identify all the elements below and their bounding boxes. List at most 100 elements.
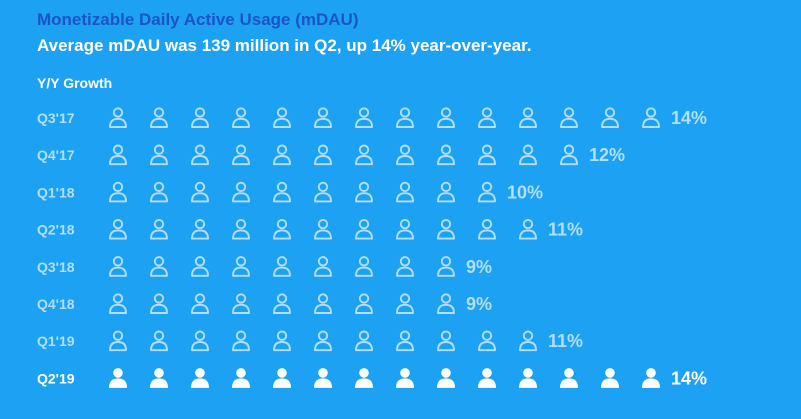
person-icon [273, 330, 291, 352]
person-icon [355, 144, 373, 166]
person-icon [355, 256, 373, 277]
person-icon [478, 181, 496, 203]
person-icon [396, 368, 414, 388]
person-icon [109, 256, 127, 277]
growth-value-label: 11% [548, 331, 583, 351]
person-icon [437, 144, 455, 166]
person-icon [273, 256, 291, 277]
person-icon [437, 293, 455, 314]
person-icon [314, 144, 332, 166]
chart-row: Q1'19 11% [37, 330, 583, 352]
growth-value-label: 11% [548, 220, 583, 240]
person-icon [560, 107, 578, 128]
person-icon [396, 256, 414, 277]
growth-value-label: 9% [466, 257, 492, 277]
person-icon [396, 218, 414, 240]
person-icon [109, 181, 127, 203]
person-icon [478, 144, 496, 166]
person-icon [396, 330, 414, 352]
category-label: Q4'18 [37, 296, 75, 312]
person-icon [478, 330, 496, 352]
person-icon [150, 256, 168, 277]
person-icon [109, 330, 127, 352]
person-icon [478, 368, 496, 388]
person-icon [355, 218, 373, 240]
person-icon [601, 368, 619, 388]
chart-row: Q2'18 11% [37, 218, 583, 240]
person-icon [314, 368, 332, 388]
person-icon [601, 107, 619, 128]
person-icon [314, 218, 332, 240]
person-icon [519, 144, 537, 166]
person-icon [191, 144, 209, 166]
person-icon [560, 144, 578, 166]
person-icon [191, 218, 209, 240]
person-icon [273, 107, 291, 128]
person-icon [191, 256, 209, 277]
person-icon [355, 107, 373, 128]
person-icon [560, 368, 578, 388]
person-icon [232, 144, 250, 166]
person-icon [314, 256, 332, 277]
person-icon [314, 293, 332, 314]
person-icon [478, 218, 496, 240]
person-icon [109, 144, 127, 166]
person-icon [191, 330, 209, 352]
growth-value-label: 14% [671, 108, 707, 128]
person-icon [396, 107, 414, 128]
person-icon [314, 181, 332, 203]
chart-row: Q4'18 9% [37, 293, 492, 314]
person-icon [232, 256, 250, 277]
person-icon [396, 181, 414, 203]
person-icon [437, 181, 455, 203]
person-icon [519, 368, 537, 388]
person-icon [519, 330, 537, 352]
person-icon [437, 256, 455, 277]
chart-row: Q1'18 10% [37, 181, 543, 203]
growth-value-label: 14% [671, 368, 707, 388]
chart-row: Q2'19 14% [37, 368, 707, 388]
person-icon [150, 293, 168, 314]
person-icon [519, 107, 537, 128]
person-icon [437, 368, 455, 388]
person-icon [355, 368, 373, 388]
person-icon [437, 330, 455, 352]
person-icon [191, 293, 209, 314]
category-label: Q2'18 [37, 222, 75, 238]
category-label: Q2'19 [37, 370, 75, 386]
person-icon [232, 368, 250, 388]
person-icon [191, 107, 209, 128]
person-icon [150, 368, 168, 388]
person-icon [150, 330, 168, 352]
person-icon [437, 107, 455, 128]
person-icon [109, 218, 127, 240]
chart-row: Q4'17 12% [37, 144, 625, 166]
person-icon [232, 293, 250, 314]
person-icon [642, 107, 660, 128]
person-icon [109, 107, 127, 128]
person-icon [273, 144, 291, 166]
person-icon [478, 107, 496, 128]
person-icon [232, 330, 250, 352]
chart-subtitle: Average mDAU was 139 million in Q2, up 1… [37, 36, 532, 55]
person-icon [232, 181, 250, 203]
person-icon [109, 368, 127, 388]
growth-value-label: 10% [507, 182, 543, 202]
person-icon [355, 293, 373, 314]
person-icon [232, 107, 250, 128]
chart-row: Q3'17 14% [37, 107, 707, 128]
category-label: Q1'18 [37, 184, 75, 200]
chart-row: Q3'18 9% [37, 256, 492, 277]
person-icon [314, 107, 332, 128]
person-icon [150, 218, 168, 240]
category-label: Q4'17 [37, 147, 75, 163]
category-label: Q3'17 [37, 110, 75, 126]
category-label: Q3'18 [37, 259, 75, 275]
person-icon [273, 293, 291, 314]
person-icon [191, 181, 209, 203]
person-icon [109, 293, 127, 314]
person-icon [396, 293, 414, 314]
person-icon [314, 330, 332, 352]
